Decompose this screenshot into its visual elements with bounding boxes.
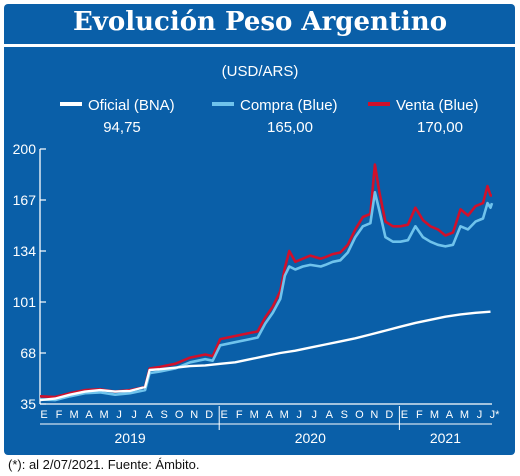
month-label: M [69,409,78,421]
year-label: 2021 [430,430,461,446]
year-labels: 2019 2020 2021 [40,406,492,446]
month-label: F [56,409,63,421]
chart-frame [4,4,515,455]
month-label: D [205,409,213,421]
legend: Oficial (BNA) 94,75 Compra (Blue) 165,00 Ven… [60,97,479,136]
legend-label: Venta (Blue) [396,97,479,114]
month-labels: E F M A M J J A S O N D E F M A M J J A S O N D E F M A M J J* [40,409,500,421]
month-label: E [40,409,47,421]
month-label: A [266,409,274,421]
series-line-compra-blue [39,191,494,402]
month-label: E [401,409,408,421]
month-label: J [116,409,122,421]
month-label: N [190,409,198,421]
y-tick-label: 35 [20,396,36,412]
month-label: J [297,409,303,421]
month-label: M [99,409,108,421]
exchange-rate-chart: (USD/ARS) Oficial (BNA) 94,75 Compra (Blue… [13,63,500,446]
title-divider [4,44,515,47]
month-label: M [430,409,439,421]
y-tick-label: 68 [20,345,36,361]
month-label: M [280,409,289,421]
month-label: A [326,409,334,421]
unit-label: (USD/ARS) [222,63,299,80]
month-label: F [236,409,243,421]
footnote: (*): al 2/07/2021. Fuente: Ámbito. [8,457,200,472]
year-label: 2019 [115,430,146,446]
month-label: M [460,409,469,421]
y-tick-label: 200 [13,141,37,157]
month-label: A [446,409,454,421]
month-label: J [131,409,137,421]
y-tick-label: 134 [13,243,37,259]
year-label: 2020 [295,430,326,446]
y-tick-label: 101 [13,294,37,310]
series-line-oficial-bna [39,310,491,402]
month-label: M [250,409,259,421]
y-axis-ticks: 35 68 101 134 167 200 [13,141,46,412]
month-label: D [385,409,393,421]
month-label: A [145,409,153,421]
month-label: F [416,409,423,421]
month-label: O [175,409,184,421]
month-label: O [355,409,364,421]
legend-value: 94,75 [103,119,141,136]
month-label: J [477,409,483,421]
plot-area [40,149,492,404]
legend-value: 165,00 [267,119,313,136]
chart-title: Evolución Peso Argentino [72,7,448,37]
legend-label: Compra (Blue) [240,97,338,114]
month-label: S [341,409,348,421]
legend-value: 170,00 [417,119,463,136]
month-label: A [85,409,93,421]
y-tick-label: 167 [13,192,37,208]
month-label: N [370,409,378,421]
series-line-venta-blue [39,163,492,399]
month-label: E [221,409,228,421]
month-label: S [160,409,167,421]
legend-label: Oficial (BNA) [88,97,175,114]
month-label: J [312,409,318,421]
month-label: J* [490,409,501,421]
series-layer [39,163,494,402]
